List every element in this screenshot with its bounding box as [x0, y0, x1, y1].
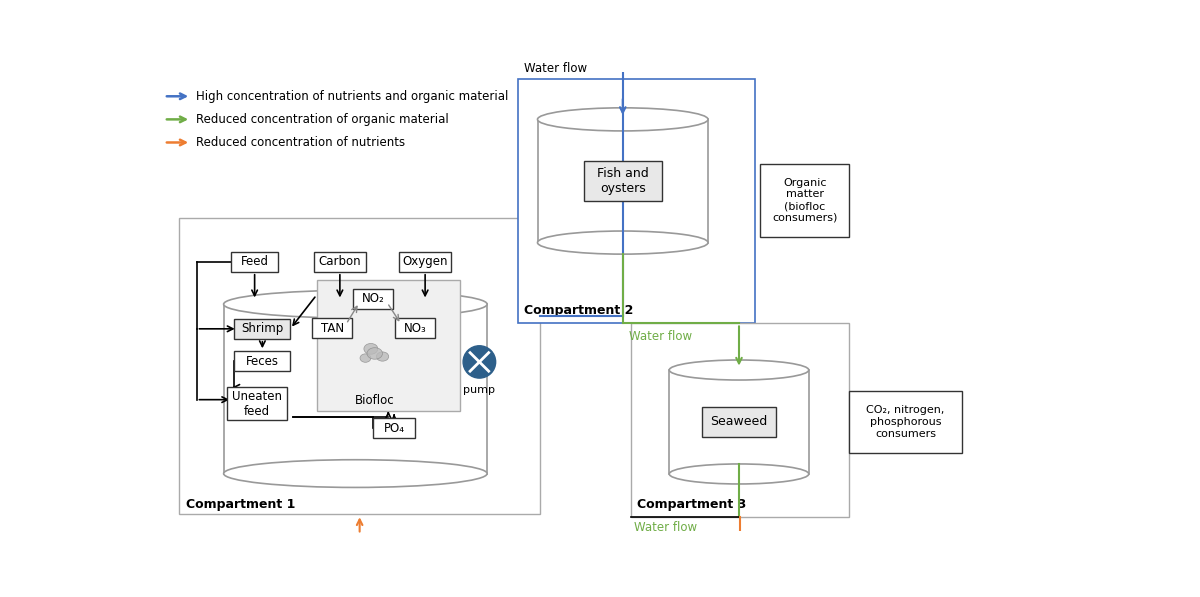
Ellipse shape: [364, 343, 378, 354]
Text: Reduced concentration of organic material: Reduced concentration of organic materia…: [197, 113, 449, 126]
Ellipse shape: [360, 354, 371, 362]
Text: NO₃: NO₃: [403, 322, 426, 334]
Text: Oxygen: Oxygen: [402, 256, 448, 268]
Bar: [234, 351, 290, 371]
Bar: [232, 252, 278, 272]
Text: Carbon: Carbon: [318, 256, 361, 268]
Bar: [234, 319, 290, 339]
Text: CO₂, nitrogen,
phosphorous
consumers: CO₂, nitrogen, phosphorous consumers: [866, 405, 944, 439]
Bar: [850, 391, 962, 453]
Text: Reduced concentration of nutrients: Reduced concentration of nutrients: [197, 136, 406, 149]
Text: PO₄: PO₄: [384, 421, 404, 435]
Bar: [584, 161, 661, 201]
Bar: [313, 252, 366, 272]
Text: Water flow: Water flow: [635, 521, 697, 534]
Circle shape: [463, 346, 496, 378]
Text: NO₂: NO₂: [362, 293, 384, 305]
Text: Water flow: Water flow: [524, 63, 588, 75]
Bar: [761, 164, 850, 237]
Text: Compartment 3: Compartment 3: [637, 498, 746, 511]
Text: Fish and
oysters: Fish and oysters: [596, 167, 649, 195]
Bar: [395, 318, 436, 338]
Ellipse shape: [223, 460, 487, 487]
Text: TAN: TAN: [320, 322, 343, 334]
Text: Compartment 2: Compartment 2: [524, 304, 634, 317]
Bar: [317, 281, 460, 411]
Bar: [630, 324, 850, 518]
Text: High concentration of nutrients and organic material: High concentration of nutrients and orga…: [197, 90, 509, 103]
Text: Uneaten
feed: Uneaten feed: [232, 389, 282, 417]
Bar: [353, 289, 394, 309]
Bar: [702, 407, 776, 436]
Ellipse shape: [223, 290, 487, 318]
Text: pump: pump: [463, 385, 496, 395]
Bar: [312, 318, 353, 338]
Ellipse shape: [377, 352, 389, 361]
Ellipse shape: [670, 360, 809, 380]
Bar: [518, 79, 755, 324]
Text: Feces: Feces: [246, 355, 278, 368]
Text: Shrimp: Shrimp: [241, 322, 283, 336]
Text: Biofloc: Biofloc: [355, 394, 395, 407]
Text: Water flow: Water flow: [629, 330, 692, 343]
Text: Feed: Feed: [241, 256, 269, 268]
Bar: [227, 387, 287, 420]
Bar: [180, 218, 540, 515]
Text: Compartment 1: Compartment 1: [186, 497, 295, 510]
Bar: [373, 418, 415, 438]
Ellipse shape: [670, 464, 809, 484]
Bar: [398, 252, 451, 272]
Ellipse shape: [538, 108, 708, 131]
Text: Seaweed: Seaweed: [710, 416, 768, 429]
Ellipse shape: [538, 231, 708, 254]
Ellipse shape: [367, 347, 383, 359]
Text: Organic
matter
(biofloc
consumers): Organic matter (biofloc consumers): [772, 178, 838, 223]
